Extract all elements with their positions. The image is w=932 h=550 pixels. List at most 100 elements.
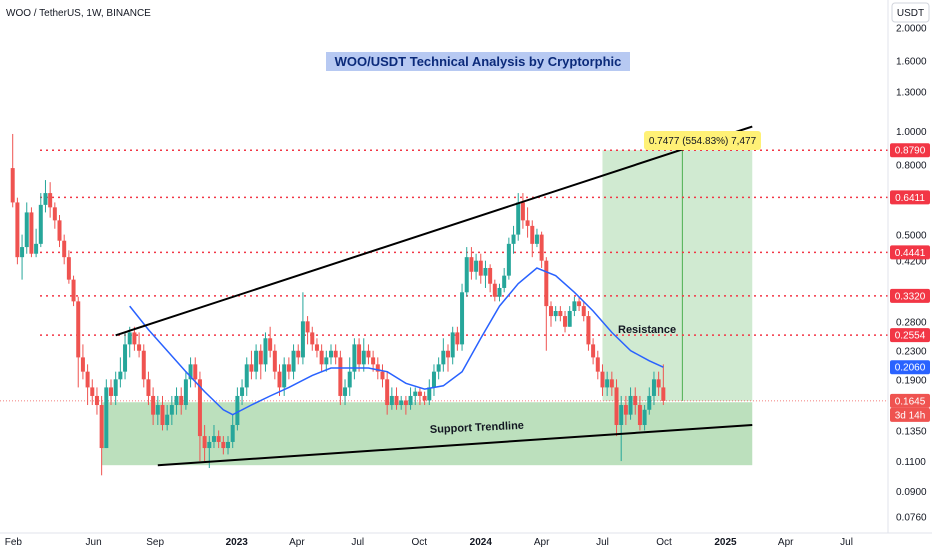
candle-body xyxy=(48,193,53,208)
candle-body xyxy=(389,395,394,406)
candle-body xyxy=(441,350,446,365)
candle-body xyxy=(183,379,188,406)
currency-button-frame xyxy=(891,2,930,23)
chart-title-background xyxy=(326,52,630,71)
price-tick-label: 0.2800 xyxy=(896,317,927,328)
candle-body xyxy=(319,350,324,365)
candle-body xyxy=(366,350,371,358)
currency-button-label: USDT xyxy=(897,8,924,19)
level-tag-background xyxy=(890,143,930,158)
candle-body xyxy=(417,391,422,396)
candle-body xyxy=(380,371,385,380)
price-tick-label: 0.0760 xyxy=(896,512,927,523)
moving-average-line xyxy=(129,267,664,416)
ma-tag-background xyxy=(890,360,930,375)
time-tick-label: 2023 xyxy=(226,537,249,548)
candle-body xyxy=(43,193,48,205)
candle-body xyxy=(623,405,628,415)
candle-body xyxy=(57,220,62,241)
time-tick-label: Jul xyxy=(596,537,609,548)
candle-body xyxy=(109,387,113,396)
candle-body xyxy=(179,395,184,406)
resistance-annotation: Resistance xyxy=(618,324,676,336)
candle-body xyxy=(460,292,465,345)
candles-layer xyxy=(10,133,666,476)
candle-body xyxy=(104,387,109,449)
currency-button[interactable]: USDT xyxy=(891,2,930,23)
candle-body xyxy=(300,321,305,358)
candle-body xyxy=(371,357,376,365)
candle-body xyxy=(249,364,254,372)
candle-body xyxy=(165,414,170,425)
candle-body xyxy=(422,395,427,401)
candle-body xyxy=(235,395,240,425)
candle-body xyxy=(230,424,235,442)
candle-body xyxy=(277,371,282,388)
price-tag-text: 0.1645 xyxy=(895,396,926,407)
chart-title-text: WOO/USDT Technical Analysis by Cryptorph… xyxy=(335,54,622,69)
candle-body xyxy=(76,301,81,358)
candle-body xyxy=(141,350,146,380)
price-tick-label: 1.6000 xyxy=(896,57,927,68)
level-tag-background xyxy=(890,190,930,205)
candle-body xyxy=(352,344,357,372)
candle-body xyxy=(544,260,549,307)
candle-body xyxy=(151,395,156,415)
candle-body xyxy=(572,301,577,312)
candle-body xyxy=(137,344,142,351)
candle-body xyxy=(38,204,43,244)
target-box xyxy=(602,150,753,401)
candle-body xyxy=(488,267,493,284)
candle-body xyxy=(62,240,67,258)
candle-body xyxy=(52,207,57,221)
price-axis[interactable]: 2.0000 1.6000 1.3000 1.0000 0.8000 0.5000 0.42… xyxy=(896,23,927,523)
candle-body xyxy=(637,405,642,425)
candle-body xyxy=(539,234,544,261)
candle-body xyxy=(661,387,666,401)
candle-body xyxy=(385,379,390,406)
trendlines-layer xyxy=(115,125,753,467)
candle-body xyxy=(431,371,436,388)
candle-body xyxy=(174,395,179,406)
price-tick-label: 0.1100 xyxy=(896,457,926,468)
candle-body xyxy=(474,260,479,272)
candle-body xyxy=(394,395,399,406)
candle-body xyxy=(450,332,455,358)
time-tick-label: Jul xyxy=(840,537,853,548)
candle-body xyxy=(511,234,516,244)
candle-body xyxy=(403,400,408,406)
candle-body xyxy=(197,379,202,437)
candle-body xyxy=(20,247,25,258)
candle-body xyxy=(263,338,268,365)
candle-body xyxy=(80,357,85,372)
candle-body xyxy=(343,387,348,396)
candle-body xyxy=(338,357,343,396)
price-tick-label: 1.3000 xyxy=(896,88,927,99)
time-tick-label: 2025 xyxy=(714,537,737,548)
time-tick-label: Jun xyxy=(86,537,102,548)
candle-body xyxy=(656,379,661,388)
level-tag-background xyxy=(890,328,930,343)
candle-body xyxy=(558,311,563,317)
candle-body xyxy=(534,234,539,244)
price-tick-label: 0.2300 xyxy=(896,347,927,358)
candle-body xyxy=(268,338,273,351)
time-tick-label: Jul xyxy=(351,537,364,548)
candle-body xyxy=(483,267,488,276)
time-axis[interactable]: Feb Jun Sep 2023 Apr Jul Oct 2024 Apr Jul Oct 2025 A… xyxy=(5,537,853,548)
candle-body xyxy=(216,436,221,442)
candle-body xyxy=(226,441,231,449)
price-tick-label: 0.0900 xyxy=(896,487,927,498)
candle-body xyxy=(333,350,338,358)
candle-body xyxy=(548,306,553,317)
price-tag-background xyxy=(890,393,930,408)
ma-tag-text: 0.2060 xyxy=(895,363,926,374)
candle-body xyxy=(328,350,333,358)
candle-body xyxy=(94,395,99,406)
candle-body xyxy=(497,287,502,297)
symbol-label[interactable]: WOO / TetherUS, 1W, BINANCE xyxy=(6,8,151,19)
price-tick-label: 1.0000 xyxy=(896,127,927,138)
candle-body xyxy=(258,350,263,365)
countdown-tag-text: 3d 14h xyxy=(895,410,926,421)
